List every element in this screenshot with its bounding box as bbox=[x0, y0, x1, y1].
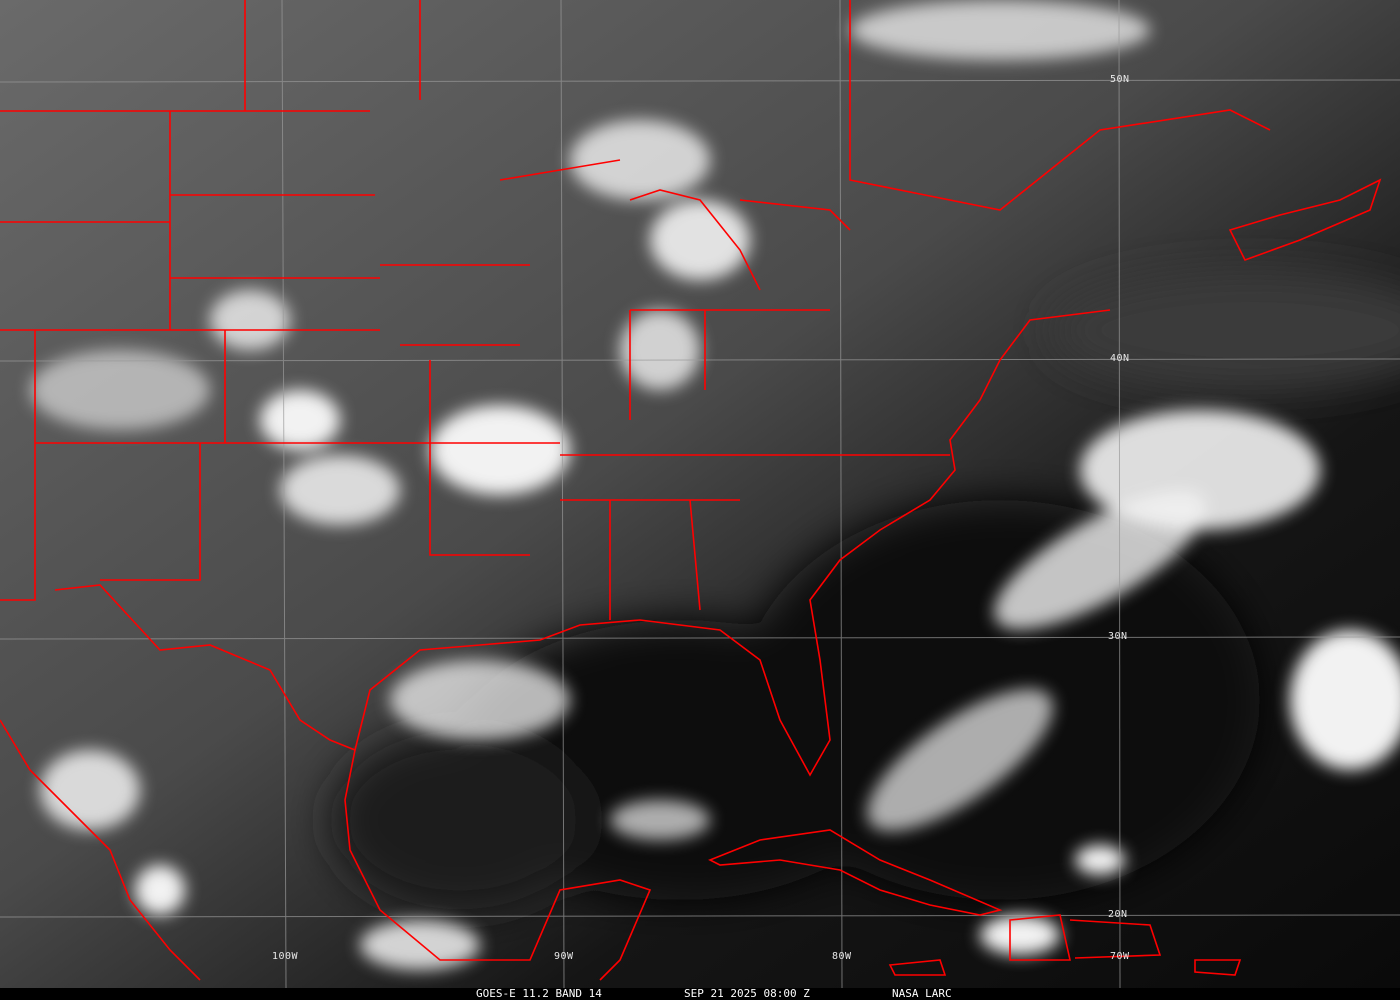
credit: NASA LARC bbox=[892, 987, 952, 1000]
image-caption-bar: GOES-E 11.2 BAND 14 SEP 21 2025 08:00 Z … bbox=[0, 988, 1400, 1000]
gridline-40n bbox=[0, 358, 1400, 362]
gridline-50n bbox=[0, 79, 1400, 83]
longitude-label-90w: 90W bbox=[554, 951, 574, 962]
satellite-channel: GOES-E 11.2 BAND 14 bbox=[476, 988, 602, 1000]
channel-name: 11.2 BAND 14 bbox=[522, 987, 602, 1000]
cloud-features bbox=[30, 0, 1400, 970]
gridline-70w bbox=[1118, 0, 1121, 988]
gridline-100w bbox=[281, 0, 287, 988]
political-borders bbox=[0, 0, 1382, 981]
gridline-20n bbox=[0, 914, 1400, 918]
latitude-label-40n: 40N bbox=[1110, 353, 1130, 364]
satellite-name: GOES-E bbox=[476, 987, 516, 1000]
gridline-80w bbox=[839, 0, 843, 988]
gridline-90w bbox=[560, 0, 565, 988]
latitude-label-30n: 30N bbox=[1108, 631, 1128, 642]
gridline-30n bbox=[0, 636, 1400, 640]
timestamp: SEP 21 2025 08:00 Z bbox=[684, 987, 810, 1000]
latitude-label-50n: 50N bbox=[1110, 74, 1130, 85]
longitude-label-70w: 70W bbox=[1110, 951, 1130, 962]
longitude-label-100w: 100W bbox=[272, 951, 299, 962]
longitude-label-80w: 80W bbox=[832, 951, 852, 962]
latitude-label-20n: 20N bbox=[1108, 909, 1128, 920]
